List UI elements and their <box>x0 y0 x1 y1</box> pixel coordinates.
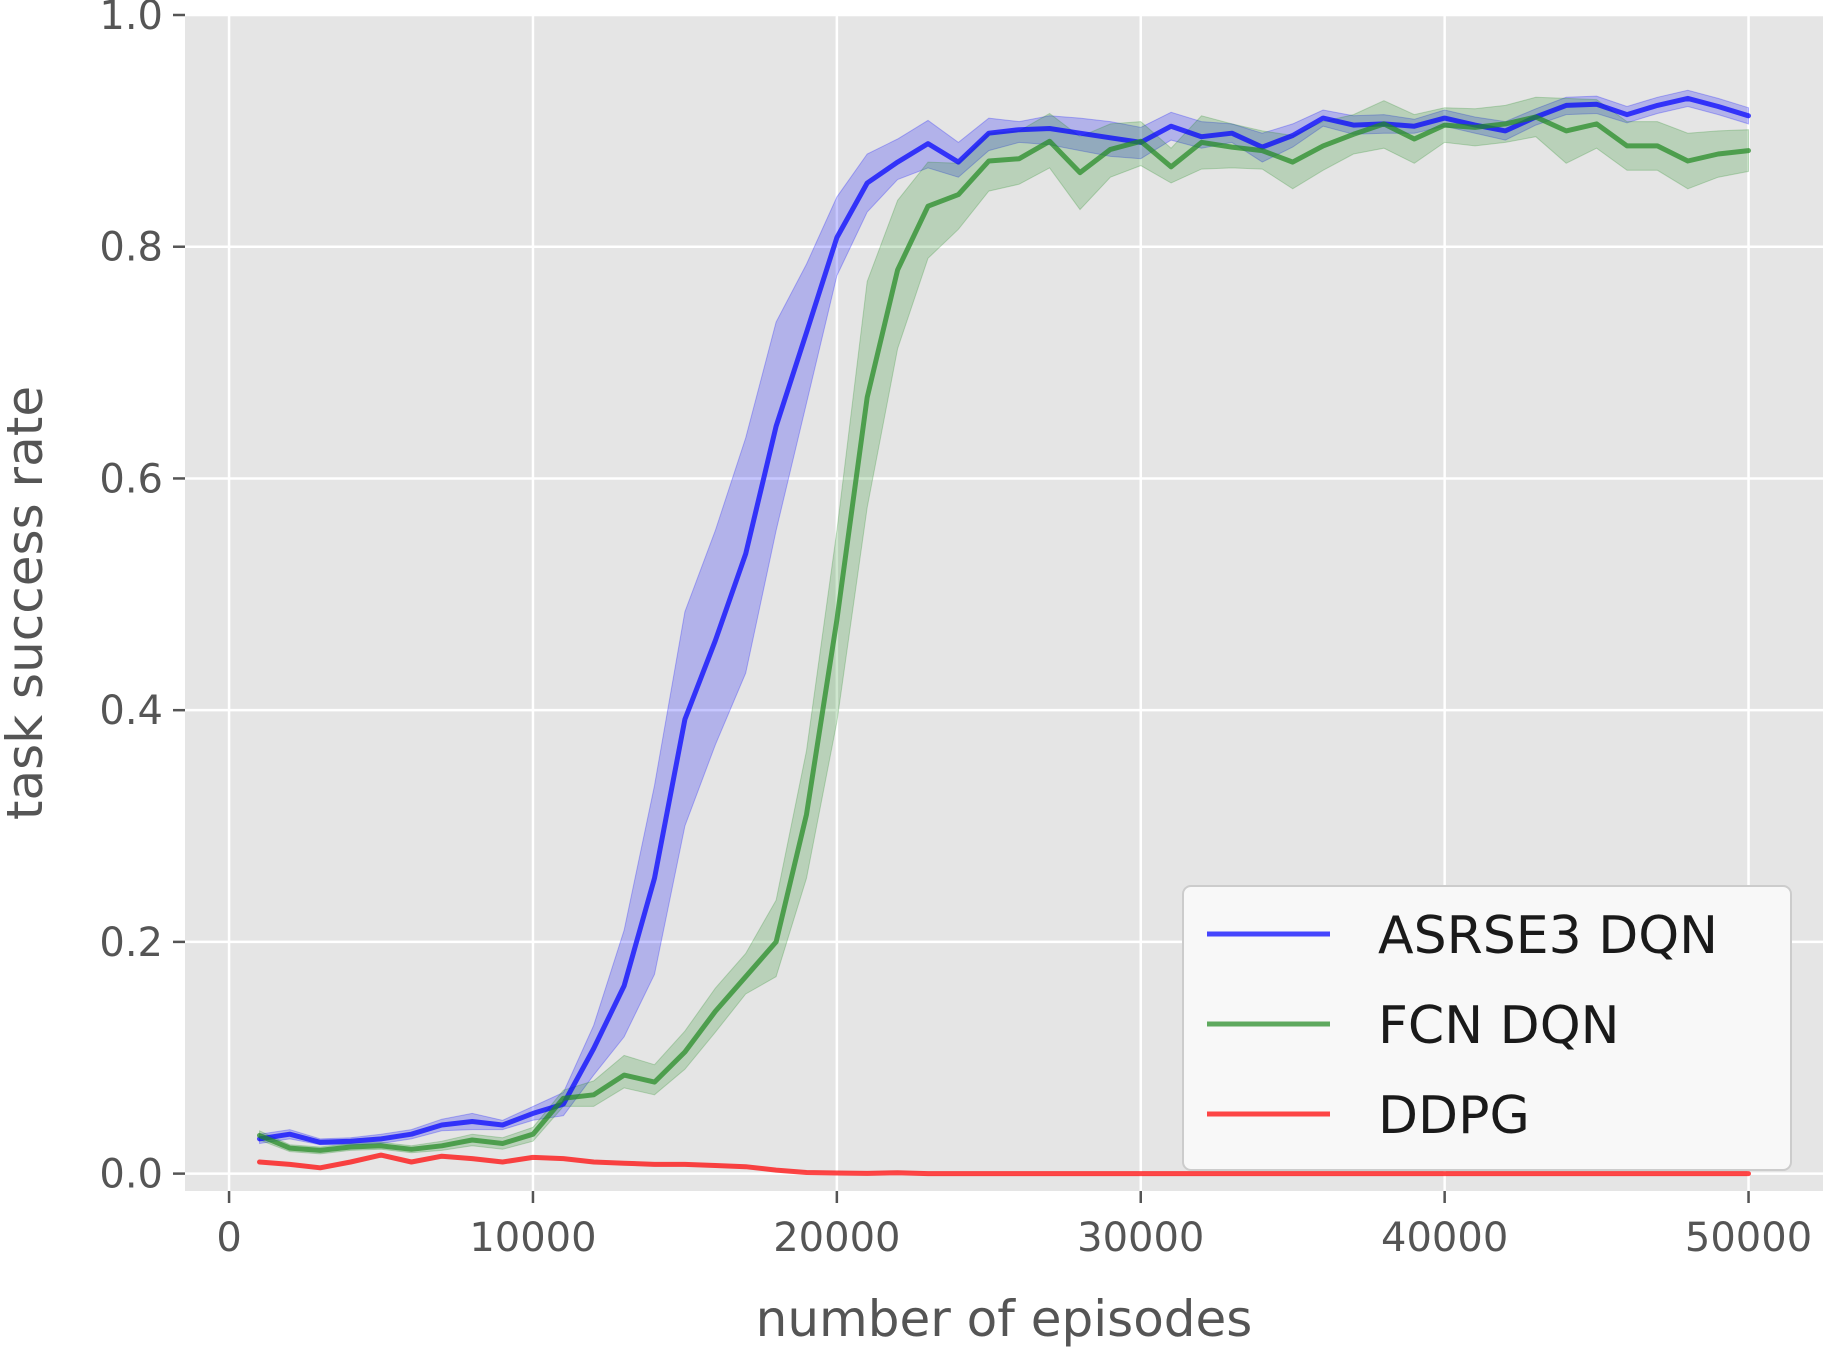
x-tick-label: 30000 <box>1077 1215 1204 1261</box>
series-lines <box>257 95 1751 1177</box>
legend-label-ddpg: DDPG <box>1378 1086 1530 1146</box>
y-axis-ticks: 0.0 0.2 0.4 0.6 0.8 1.0 <box>99 0 185 1198</box>
y-tick-label: 0.8 <box>99 225 163 271</box>
y-tick-label: 0.6 <box>99 456 163 502</box>
x-axis-title: number of episodes <box>756 1290 1253 1348</box>
x-tick-label: 0 <box>216 1215 241 1261</box>
legend-label-fcn-dqn: FCN DQN <box>1378 996 1620 1056</box>
confidence-bands <box>259 89 1749 1155</box>
y-tick-label: 0.4 <box>99 688 163 734</box>
y-axis-title: task success rate <box>0 386 54 820</box>
legend-box <box>1182 885 1792 1171</box>
x-tick-label: 40000 <box>1381 1215 1508 1261</box>
y-tick-label: 0.0 <box>99 1152 163 1198</box>
y-tick-label: 1.0 <box>99 0 163 39</box>
legend-items: ASRSE3 DQN FCN DQN DDPG <box>1207 906 1718 1146</box>
x-tick-label: 50000 <box>1685 1215 1812 1261</box>
x-tick-label: 10000 <box>469 1215 596 1261</box>
x-tick-label: 20000 <box>773 1215 900 1261</box>
asrse3-dqn-confidence-band <box>259 89 1749 1146</box>
legend: ASRSE3 DQN FCN DQN DDPG <box>1182 885 1792 1171</box>
ddpg-series-line <box>257 1152 1751 1177</box>
asrse3-dqn-series-line <box>257 95 1751 1145</box>
y-tick-label: 0.2 <box>99 920 163 966</box>
fcn-dqn-series-line <box>257 114 1751 1153</box>
x-axis-ticks: 0 10000 20000 30000 40000 50000 <box>216 1191 1812 1261</box>
legend-label-asrse3-dqn: ASRSE3 DQN <box>1378 906 1718 966</box>
fcn-dqn-confidence-band <box>259 96 1749 1155</box>
